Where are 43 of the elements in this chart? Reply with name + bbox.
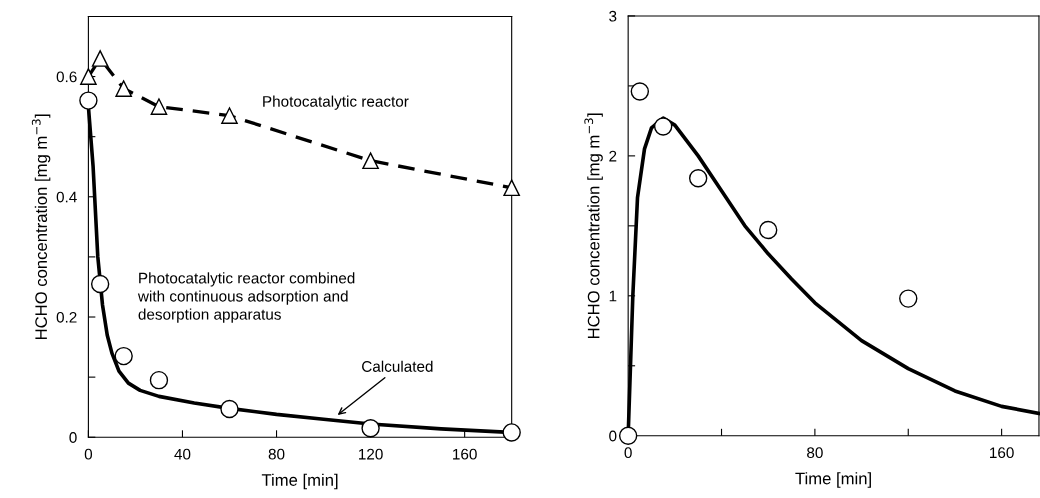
- y-axis-title: HCHO concentration [mg m$^{−3}$]: [31, 114, 51, 340]
- point: [91, 50, 109, 67]
- x-tick-label: 160: [990, 447, 1014, 459]
- y-tick-label: 2: [609, 150, 617, 162]
- x-tick-label: 120: [359, 448, 383, 460]
- point: [90, 274, 110, 294]
- point: [759, 220, 778, 240]
- y-tick-label: 0.4: [56, 191, 77, 203]
- y-tick-label: 0: [69, 432, 77, 443]
- y-tick-label: 0: [609, 430, 617, 442]
- annotation: Calculated: [362, 360, 433, 372]
- point: [114, 346, 133, 366]
- point: [220, 399, 239, 419]
- point: [653, 117, 673, 136]
- point: [149, 370, 169, 390]
- point: [361, 419, 380, 438]
- x-tick-label: 40: [174, 448, 191, 460]
- point: [79, 91, 98, 110]
- x-axis-title: Time [min]: [261, 473, 338, 490]
- point: [503, 179, 521, 197]
- point: [899, 289, 918, 308]
- y-tick-label: 3: [609, 10, 617, 22]
- x-tick-label: 0: [84, 448, 93, 460]
- y-axis-title: HCHO concentration [mg m$^{−3}$]: [584, 113, 603, 339]
- point: [630, 82, 650, 101]
- annotation: Photocatalytic reactor combined with continuous adsorption and desorption apparatus: [137, 272, 355, 323]
- point: [688, 169, 708, 188]
- annotation: Photocatalytic reactor: [263, 95, 409, 110]
- point: [150, 98, 168, 115]
- point: [115, 80, 133, 97]
- y-tick-label: 0.2: [56, 311, 77, 323]
- point: [80, 68, 97, 85]
- point: [362, 152, 379, 170]
- y-tick-label: 1: [609, 290, 617, 302]
- x-tick-label: 80: [807, 447, 823, 459]
- x-axis-title: Time [min]: [795, 472, 871, 488]
- point: [221, 107, 238, 124]
- point: [502, 423, 521, 442]
- x-tick-label: 80: [268, 448, 285, 460]
- x-tick-label: 160: [453, 448, 477, 460]
- y-tick-label: 0.6: [56, 71, 77, 83]
- point: [618, 426, 638, 445]
- x-tick-label: 0: [624, 447, 632, 459]
